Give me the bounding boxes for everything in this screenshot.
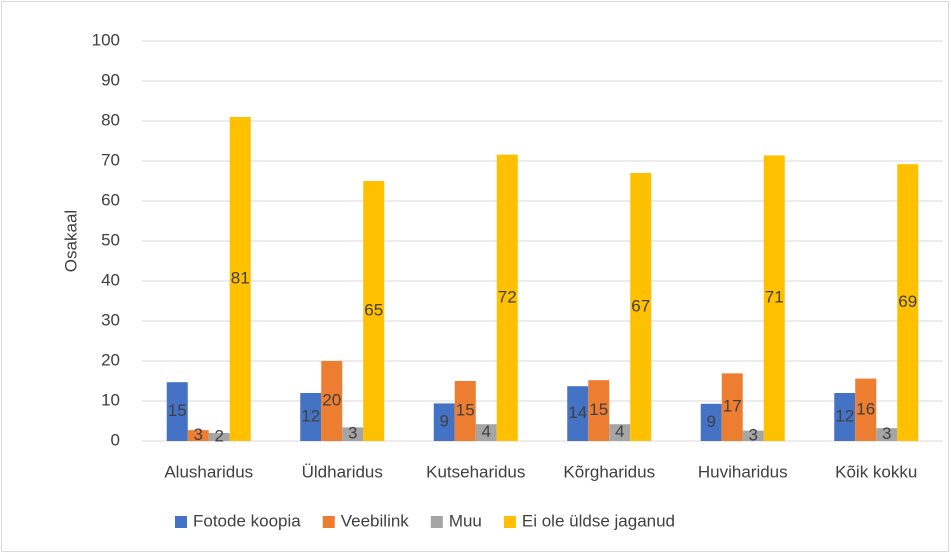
bar [166, 382, 188, 441]
data-label: 65 [364, 300, 383, 319]
x-tick-label: Üldharidus [302, 462, 383, 481]
legend-swatch [322, 516, 335, 528]
data-label: 12 [835, 406, 854, 425]
bar [363, 181, 385, 441]
y-tick-label: 60 [101, 190, 120, 209]
y-tick-label: 70 [101, 150, 120, 169]
data-label: 71 [765, 288, 784, 307]
bar [342, 427, 364, 441]
y-axis-title: Osakaal [61, 210, 80, 272]
bar [433, 403, 455, 441]
data-label: 14 [568, 403, 587, 422]
legend-swatch [175, 516, 187, 528]
bar [700, 403, 722, 441]
x-tick-label: Kõrgharidus [563, 462, 655, 481]
y-tick-label: 30 [101, 310, 120, 329]
y-tick-label: 100 [92, 30, 120, 49]
bar [834, 393, 856, 441]
data-label: 15 [456, 400, 475, 419]
bar [630, 173, 652, 441]
x-tick-label: Kõik kokku [835, 462, 917, 481]
bar [475, 424, 497, 441]
bar [876, 428, 898, 441]
data-label: 2 [215, 426, 224, 445]
y-tick-label: 10 [101, 390, 120, 409]
bar [609, 424, 631, 441]
data-label: 3 [882, 424, 891, 443]
bar [496, 154, 518, 441]
bar [208, 433, 230, 441]
data-label: 3 [194, 425, 203, 444]
legend-label: Muu [449, 511, 482, 530]
legend-label: Fotode koopia [193, 511, 301, 530]
x-tick-label: Alusharidus [164, 462, 253, 481]
bar [897, 164, 919, 441]
data-label: 67 [631, 296, 650, 315]
bar [588, 380, 610, 441]
data-label: 72 [498, 287, 517, 306]
bar [187, 430, 209, 441]
bar [742, 430, 764, 441]
bar [763, 155, 785, 441]
data-label: 20 [322, 390, 341, 409]
x-tick-label: Kutseharidus [426, 462, 525, 481]
data-label: 17 [723, 397, 742, 416]
data-label: 9 [707, 412, 716, 431]
data-label: 12 [301, 406, 320, 425]
data-label: 4 [482, 422, 491, 441]
legend-label: Veebilink [341, 511, 410, 530]
legend-label: Ei ole üldse jaganud [522, 511, 675, 530]
legend-swatch [430, 516, 443, 528]
data-label: 15 [589, 400, 608, 419]
legend-swatch [503, 516, 516, 528]
data-label: 3 [749, 425, 758, 444]
y-tick-label: 40 [101, 270, 120, 289]
bar [321, 361, 343, 441]
bar [721, 373, 743, 441]
data-label: 81 [231, 268, 250, 287]
y-tick-label: 90 [101, 70, 120, 89]
data-label: 3 [348, 424, 357, 443]
data-label: 16 [856, 399, 875, 418]
y-tick-label: 20 [101, 350, 120, 369]
data-label: 69 [898, 292, 917, 311]
bar [855, 378, 877, 441]
bar [229, 117, 251, 441]
y-tick-label: 50 [101, 230, 120, 249]
data-label: 15 [168, 401, 187, 420]
data-label: 4 [615, 422, 624, 441]
bar [567, 386, 589, 441]
bar [300, 393, 322, 441]
bar [454, 381, 476, 441]
y-tick-label: 0 [111, 430, 120, 449]
y-tick-label: 80 [101, 110, 120, 129]
data-label: 9 [440, 412, 449, 431]
x-tick-label: Huviharidus [698, 462, 788, 481]
